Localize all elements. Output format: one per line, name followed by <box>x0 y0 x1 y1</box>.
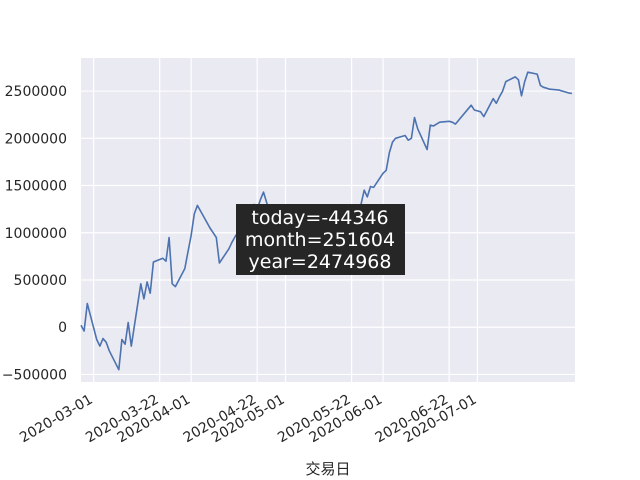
y-tick-label: 500000 <box>14 273 67 289</box>
tooltip-background <box>236 204 405 275</box>
y-tick-labels: −500000 0 500000 1000000 1500000 2000000 25000… <box>2 84 67 383</box>
tooltip-line-month: month=251604 <box>245 229 395 251</box>
y-tick-label: −500000 <box>2 367 67 383</box>
x-tick-labels: 2020-03-012020-03-222020-04-012020-04-22… <box>17 392 479 447</box>
y-tick-label: 1000000 <box>5 226 67 242</box>
x-axis-title: 交易日 <box>305 460 350 478</box>
y-tick-label: 1500000 <box>5 179 67 195</box>
x-tick-label: 2020-03-01 <box>17 392 95 447</box>
y-tick-label: 2500000 <box>5 84 67 100</box>
y-tick-label: 2000000 <box>5 131 67 147</box>
tooltip: today=-44346 month=251604 year=2474968 <box>236 204 405 275</box>
grid-layer <box>81 58 575 382</box>
tooltip-line-year: year=2474968 <box>249 251 392 273</box>
y-tick-label: 0 <box>58 320 67 336</box>
tooltip-line-today: today=-44346 <box>251 207 388 229</box>
